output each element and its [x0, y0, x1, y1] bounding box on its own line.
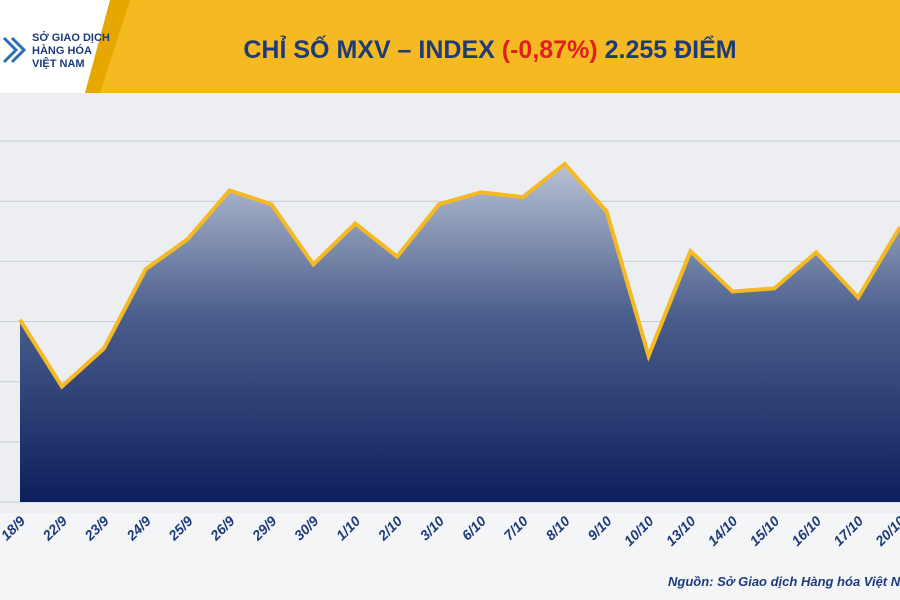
title-text: CHỈ SỐ MXV – INDEX	[243, 34, 495, 64]
line	[18, 161, 900, 390]
logo-stripe	[85, 0, 130, 93]
logo-text: SỞ GIAO DỊCH	[32, 31, 110, 44]
header-band	[0, 0, 900, 93]
title-change: (-0,87%)	[502, 36, 598, 64]
source-note: Nguồn: Sở Giao dịch Hàng hóa Việt Nam	[668, 574, 900, 589]
logo-text: HÀNG HÓA	[32, 44, 92, 57]
area-fill	[20, 163, 900, 503]
title-level: 2.255 ĐIỂM	[605, 35, 737, 64]
logo-text: VIỆT NAM	[32, 57, 85, 70]
chart-title: CHỈ SỐ MXV – INDEX (-0,87%) 2.255 ĐIỂM	[243, 34, 736, 64]
logo-icon	[2, 36, 27, 64]
